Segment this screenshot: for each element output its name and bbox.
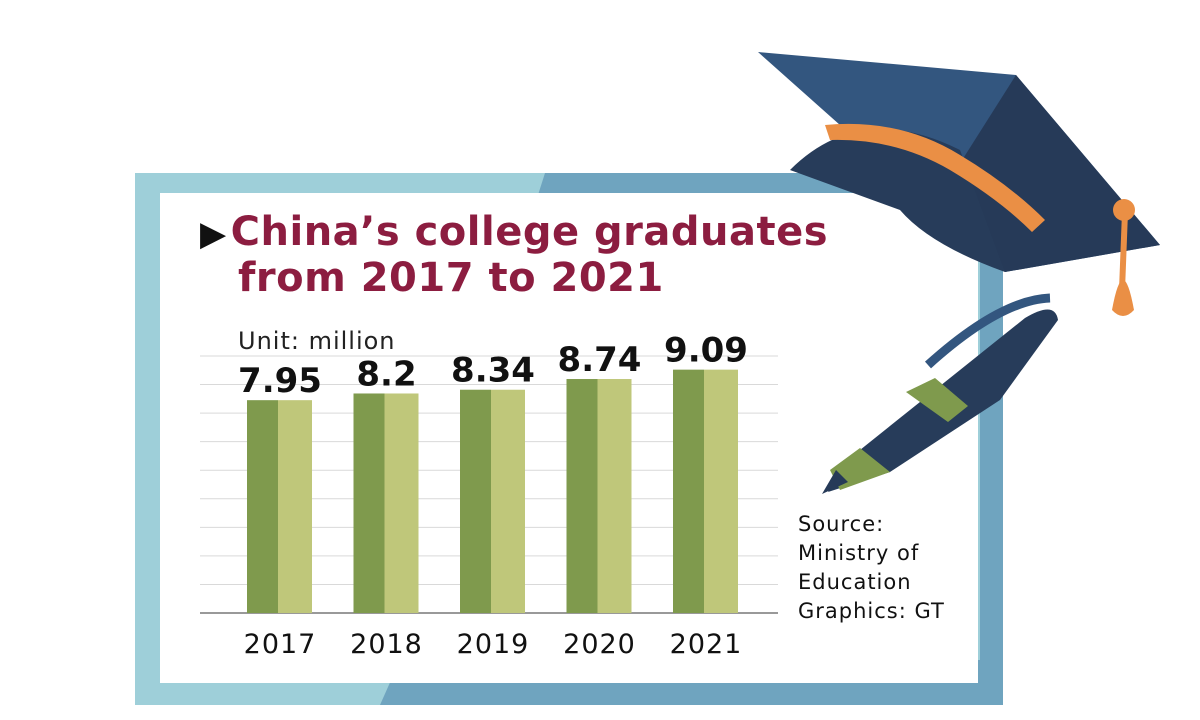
bar-dark-face bbox=[353, 393, 385, 613]
bars-group bbox=[247, 369, 738, 613]
bar-2019 bbox=[460, 389, 525, 613]
unit-label: Unit: million bbox=[238, 327, 396, 355]
bar-2020 bbox=[566, 379, 632, 613]
x-tick-label-2020: 2020 bbox=[563, 629, 636, 660]
title-line-2: from 2017 to 2021 bbox=[238, 255, 664, 301]
pen-icon bbox=[822, 293, 1058, 494]
graduation-cap-icon bbox=[758, 52, 1160, 316]
title-arrow-icon: ▶ bbox=[200, 214, 227, 254]
data-label-2017: 7.95 bbox=[238, 361, 322, 401]
x-tick-label-2018: 2018 bbox=[350, 629, 423, 660]
x-tick-label-2019: 2019 bbox=[457, 629, 530, 660]
bar-2021 bbox=[673, 369, 738, 613]
source-credit: Source: Ministry of Education Graphics: … bbox=[798, 510, 945, 626]
bar-dark-face bbox=[673, 369, 704, 613]
data-label-2020: 8.74 bbox=[558, 340, 642, 380]
bar-light-face bbox=[491, 389, 525, 613]
labels-group: 7.95 2017 8.2 2018 8.34 2019 8.74 2020 9.09 2021 bbox=[238, 331, 748, 660]
source-line-2: Ministry of bbox=[798, 541, 920, 565]
bar-2018 bbox=[353, 393, 419, 613]
data-label-2021: 9.09 bbox=[664, 331, 748, 371]
bar-light-face bbox=[384, 393, 419, 613]
bar-light-face bbox=[597, 379, 632, 613]
x-tick-label-2017: 2017 bbox=[244, 629, 317, 660]
bar-dark-face bbox=[247, 400, 278, 613]
data-label-2018: 8.2 bbox=[356, 354, 416, 394]
source-line-4: Graphics: GT bbox=[798, 599, 945, 623]
bar-light-face bbox=[278, 400, 312, 613]
source-line-1: Source: bbox=[798, 512, 885, 536]
chart-title: ▶ China’s college graduates from 2017 to … bbox=[200, 210, 900, 300]
bar-dark-face bbox=[460, 389, 491, 613]
data-label-2019: 8.34 bbox=[451, 351, 535, 391]
x-tick-label-2021: 2021 bbox=[670, 629, 743, 660]
source-line-3: Education bbox=[798, 570, 912, 594]
bar-2017 bbox=[247, 400, 312, 613]
bar-dark-face bbox=[566, 379, 598, 613]
bar-light-face bbox=[704, 369, 738, 613]
title-line-1: China’s college graduates bbox=[230, 209, 829, 255]
